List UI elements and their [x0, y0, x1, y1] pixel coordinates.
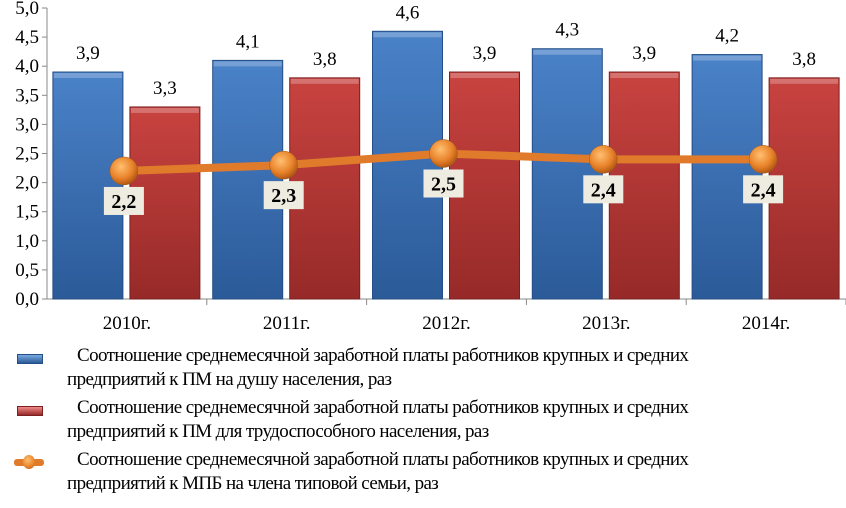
line-data-label: 2,2 [111, 191, 136, 213]
bar-highlight [693, 55, 762, 61]
bar-data-label: 3,8 [313, 49, 337, 70]
y-tick-label: 2,5 [15, 144, 39, 165]
line-marker [429, 139, 458, 168]
y-tick-label: 1,0 [15, 231, 39, 252]
line-marker [109, 156, 139, 186]
x-tick-label: 2013г. [582, 313, 630, 334]
bar-highlight [770, 78, 839, 84]
y-tick-label: 3,5 [15, 85, 39, 106]
bar-data-label: 3,9 [76, 43, 100, 64]
bar-highlight [450, 73, 519, 79]
line-data-label: 2,3 [271, 185, 296, 207]
bar-per-capita [531, 48, 603, 300]
bar-data-label: 4,1 [236, 31, 260, 52]
line-marker [748, 145, 778, 174]
legend-item-per-capita: Соотношение среднемесячной заработной пл… [0, 344, 846, 396]
legend-label: Соотношение среднемесячной заработной пл… [77, 345, 689, 366]
bar-data-label: 3,9 [473, 43, 497, 64]
x-tick-label: 2010г. [103, 313, 151, 334]
legend-swatch-red [17, 406, 43, 416]
line-data-label-box [423, 169, 464, 198]
legend-marker-icon [23, 455, 35, 469]
bar-data-label: 3,3 [153, 78, 177, 99]
y-tick-label: 5,0 [15, 0, 39, 19]
legend-swatch-blue [17, 354, 43, 364]
bar-data-label: 3,9 [632, 43, 656, 64]
bar-highlight [213, 61, 282, 67]
x-tick-label: 2011г. [263, 313, 311, 334]
bar-data-label: 4,2 [715, 26, 739, 47]
y-tick-label: 0,0 [15, 289, 39, 310]
legend-label: Соотношение среднемесячной заработной пл… [77, 449, 689, 470]
legend-label-line2: предприятий к ПМ для трудоспособного нас… [67, 421, 489, 442]
line-data-label-box [263, 181, 304, 210]
line-marker [589, 145, 618, 174]
y-tick-label: 4,0 [15, 56, 39, 77]
bar-per-capita [212, 59, 284, 300]
bar-data-label: 4,6 [396, 2, 420, 23]
bar-per-capita [372, 30, 443, 300]
bar-highlight [373, 32, 442, 38]
bar-data-label: 4,3 [555, 20, 579, 41]
line-data-label: 2,4 [591, 179, 616, 201]
bar-highlight [533, 49, 602, 55]
y-tick-label: 0,5 [15, 260, 39, 281]
x-tick-label: 2012г. [422, 313, 470, 334]
legend-label-line2: предприятий к МПБ на члена типовой семьи… [67, 473, 439, 494]
legend-label: Соотношение среднемесячной заработной пл… [77, 397, 689, 418]
legend-label-line2: предприятий к ПМ на душу населения, раз [67, 369, 392, 390]
bar-highlight [290, 78, 359, 84]
legend-item-family: Соотношение среднемесячной заработной пл… [0, 448, 846, 500]
y-tick-label: 4,5 [15, 27, 39, 48]
bar-data-label: 3,8 [792, 49, 816, 70]
line-marker [269, 150, 298, 180]
chart: 0,0 0,5 1,0 1,5 2,0 2,5 3,0 3,5 4,0 4,5 5,0 2010г. 2… [15, 0, 846, 334]
legend-item-working-age: Соотношение среднемесячной заработной пл… [0, 396, 846, 448]
line-data-label-box [103, 186, 144, 215]
line-data-label-box [743, 175, 784, 204]
y-tick-label: 2,0 [15, 173, 39, 194]
y-tick-label: 1,5 [15, 202, 39, 223]
bar-highlight [130, 107, 199, 113]
bar-highlight [610, 73, 679, 79]
line-data-label: 2,5 [431, 174, 456, 196]
bar-per-capita [52, 71, 124, 300]
y-tick-label: 3,0 [15, 114, 39, 135]
bar-highlight [53, 73, 122, 79]
x-tick-label: 2014г. [742, 313, 790, 334]
line-data-label: 2,4 [751, 179, 776, 201]
legend: Соотношение среднемесячной заработной пл… [0, 344, 846, 500]
line-data-label-box [583, 175, 624, 204]
